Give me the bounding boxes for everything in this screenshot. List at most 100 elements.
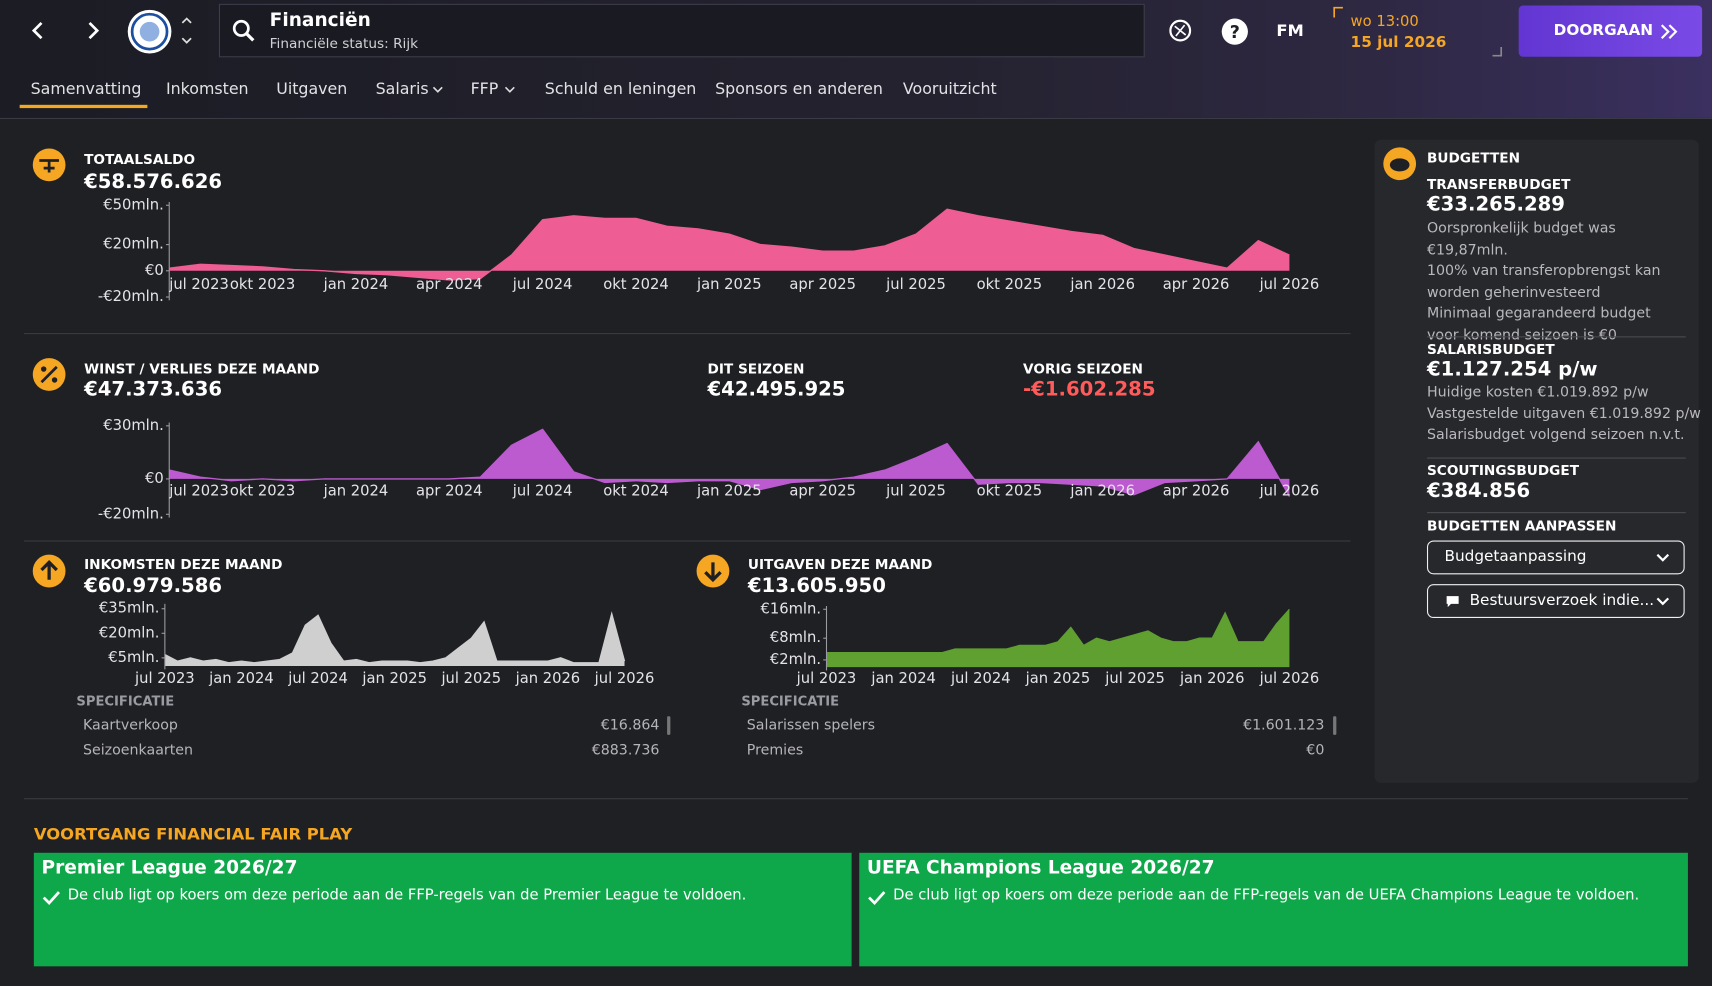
continue-chevrons: [1660, 24, 1678, 39]
dropdown-caret: [1656, 597, 1670, 606]
y-tick-label: €50mln.: [103, 196, 164, 213]
club-switch[interactable]: [181, 17, 192, 44]
y-tick-label: -€20mln.: [98, 288, 164, 305]
x-tick-label: jan 2026: [1179, 670, 1245, 687]
x-tick-label: jul 2026: [1259, 276, 1320, 293]
ffp-text: De club ligt op koers om deze periode aa…: [67, 886, 747, 905]
x-tick-label: jul 2025: [1104, 670, 1165, 687]
divider: [24, 540, 1351, 542]
y-tick-label: €30mln.: [103, 417, 164, 434]
tab[interactable]: Samenvatting: [30, 80, 142, 99]
search-box[interactable]: [218, 3, 1145, 58]
ffp-text: De club ligt op koers om deze periode aa…: [893, 886, 1640, 905]
divider: [1426, 512, 1686, 514]
section-label: UITGAVEN DEZE MAAND: [747, 555, 933, 573]
breakdown-item: Salarissen spelers: [746, 717, 875, 734]
section-value: €42.495.925: [707, 377, 846, 401]
clock-corner: [1333, 6, 1343, 18]
dropdown[interactable]: Budgetaanpassing: [1426, 540, 1685, 575]
divider: [24, 333, 1351, 335]
section-value: €13.605.950: [747, 574, 886, 598]
area-line: [826, 608, 1290, 654]
budget-value: €1.127.254 p/w: [1426, 358, 1598, 382]
section-label: VORIG SEIZOEN: [1023, 360, 1143, 377]
tab[interactable]: Vooruitzicht: [902, 80, 997, 99]
help-button[interactable]: [1221, 18, 1248, 45]
x-tick-label: jul 2026: [1259, 482, 1320, 499]
continue-label: DOORGAAN: [1553, 21, 1654, 40]
x-tick-label: okt 2025: [977, 276, 1042, 293]
header-icons: ?: [19, 3, 1503, 109]
dropdown[interactable]: Bestuursverzoek indie...: [1426, 584, 1685, 619]
x-tick-label: jan 2025: [696, 482, 762, 499]
tab[interactable]: Schuld en leningen: [544, 80, 697, 99]
section-label: DIT SEIZOEN: [707, 360, 805, 377]
crest-ring: [130, 12, 169, 51]
budget-note: Vastgestelde uitgaven €1.019.892 p/w: [1426, 406, 1701, 423]
divider: [1426, 336, 1686, 338]
active-tab-underline: [19, 104, 148, 109]
x-tick-label: apr 2024: [416, 276, 483, 293]
tab[interactable]: Uitgaven: [276, 80, 348, 99]
section-value: €58.576.626: [84, 170, 223, 194]
page-title: Financiën: [269, 9, 371, 32]
budget-note: Salarisbudget volgend seizoen n.v.t.: [1426, 426, 1685, 444]
check-icon: [42, 891, 60, 905]
y-tick-label: €20mln.: [99, 624, 160, 641]
tab[interactable]: Inkomsten: [165, 80, 249, 99]
tab[interactable]: FFP: [470, 80, 499, 99]
x-tick-label: jan 2024: [870, 670, 936, 687]
ffp-title: UEFA Champions League 2026/27: [866, 857, 1215, 879]
x-tick-label: apr 2025: [789, 276, 856, 293]
ffp-card: UEFA Champions League 2026/27 De club li…: [859, 852, 1688, 967]
clock-corner: [1492, 46, 1503, 57]
y-tick-label: €0: [145, 470, 164, 487]
section-label: TOTAALSALDO: [84, 150, 196, 168]
back-button[interactable]: [31, 21, 43, 40]
x-tick-label: okt 2024: [603, 276, 668, 293]
ball-icon-lines: [1174, 24, 1187, 37]
divider: [1426, 457, 1686, 459]
section-value: €60.979.586: [84, 574, 223, 598]
x-tick-label: apr 2024: [416, 482, 483, 499]
x-tick-label: jul 2024: [512, 482, 573, 499]
area-line: [169, 208, 1290, 281]
tab[interactable]: Sponsors en anderen: [715, 80, 883, 99]
x-tick-label: jan 2024: [323, 276, 389, 293]
budget-notes: Oorspronkelijk budget was €19,87mln. 100…: [1427, 218, 1684, 346]
y-tick-label: -€20mln.: [98, 505, 164, 522]
budget-panel: [1374, 139, 1699, 783]
search-icon: [232, 19, 250, 37]
forward-button[interactable]: [88, 21, 100, 40]
divider: [24, 798, 1688, 800]
x-tick-label: okt 2023: [230, 482, 295, 499]
ffp-heading: VOORTGANG FINANCIAL FAIR PLAY: [33, 824, 353, 845]
budget-value: €33.265.289: [1426, 193, 1565, 217]
breakdown-amount: €883.736: [591, 742, 660, 759]
tab[interactable]: Salaris: [375, 80, 429, 99]
budget-note: 100% van transferopbrengst kan worden ge…: [1426, 263, 1661, 302]
x-tick-label: jul 2023: [134, 670, 195, 687]
help-icon: ?: [1230, 23, 1240, 43]
budget-label: SCOUTINGSBUDGET: [1426, 461, 1579, 479]
budget-label: SALARISBUDGET: [1426, 340, 1555, 358]
continue-button[interactable]: DOORGAAN: [1518, 5, 1703, 57]
x-tick-label: jul 2024: [950, 670, 1011, 687]
breakdown-amount: €1.601.123: [1243, 717, 1325, 734]
budget-note: Oorspronkelijk budget was €19,87mln.: [1426, 220, 1616, 259]
breakdown-amount: €16.864: [600, 717, 660, 734]
area-fill: [826, 609, 1290, 668]
ball-icon[interactable]: [1169, 19, 1192, 42]
y-tick-label: €0: [145, 262, 164, 279]
section-value: €47.373.636: [84, 377, 223, 401]
budget-value: €384.856: [1426, 479, 1531, 503]
dropdown-label: Bestuursverzoek indie...: [1469, 591, 1655, 610]
x-tick-label: okt 2023: [230, 276, 295, 293]
search-icon-handle: [245, 32, 255, 42]
x-tick-label: okt 2025: [977, 482, 1042, 499]
area-fill: [169, 429, 1290, 497]
breakdown-item: Seizoenkaarten: [82, 742, 194, 759]
section-label: INKOMSTEN DEZE MAAND: [84, 555, 283, 573]
x-tick-label: jul 2023: [796, 670, 857, 687]
dropdown-label: Budgetaanpassing: [1444, 548, 1587, 566]
